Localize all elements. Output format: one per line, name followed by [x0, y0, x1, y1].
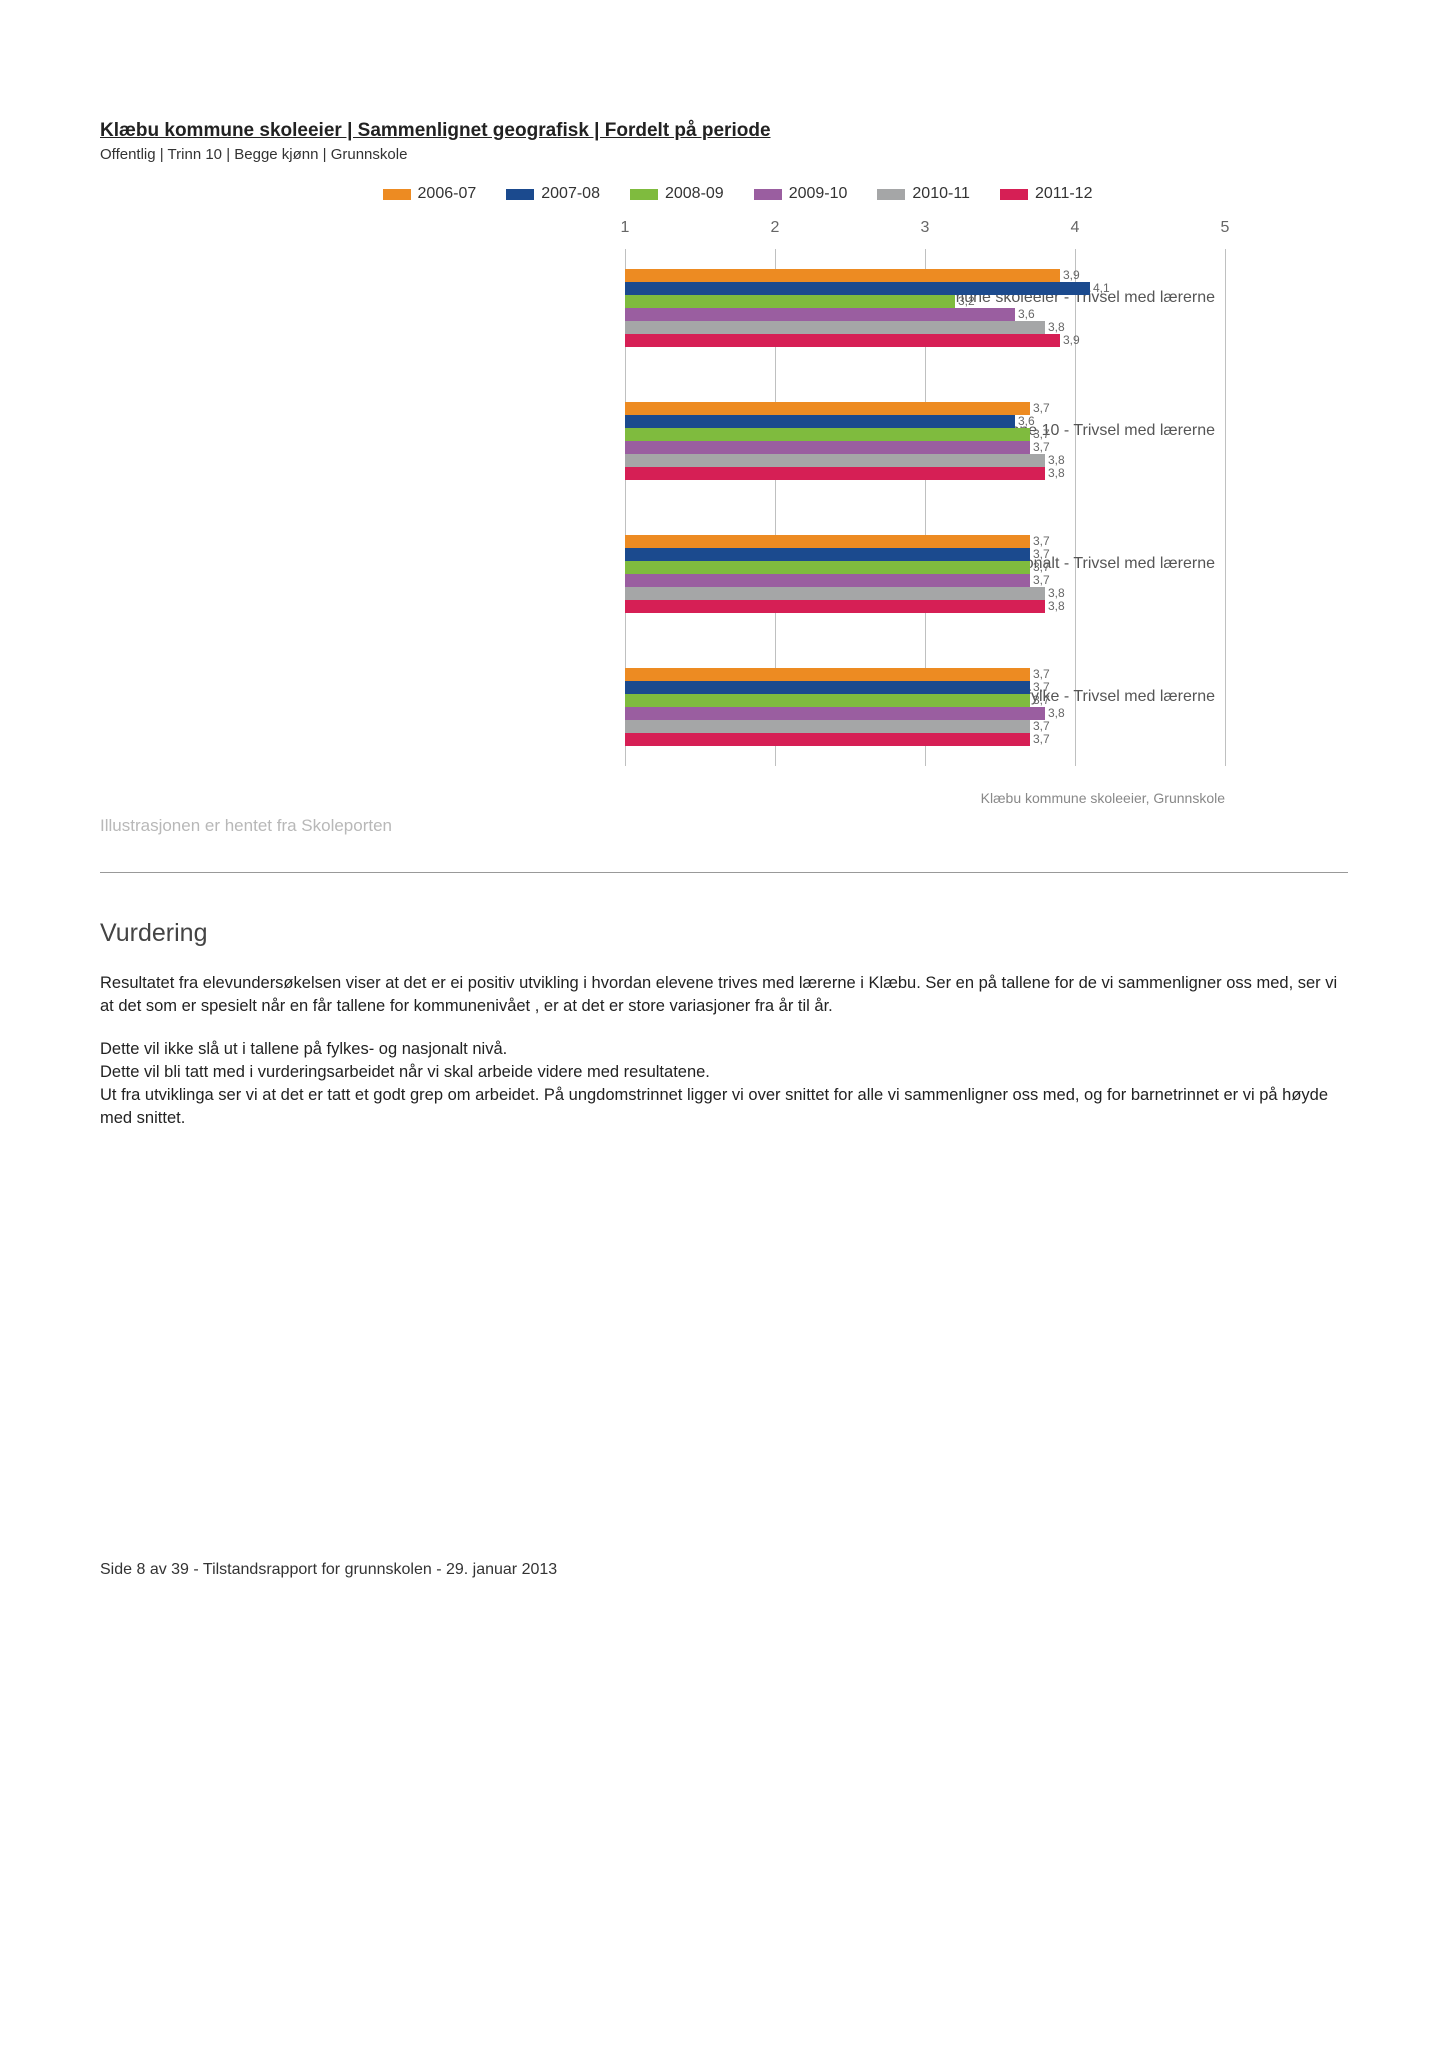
legend-item: 2007-08: [506, 185, 600, 203]
bar: [625, 282, 1090, 295]
bar-value: 3,7: [1033, 695, 1050, 706]
bar-value: 3,7: [1033, 562, 1050, 573]
legend-swatch: [630, 189, 658, 200]
bar: [625, 681, 1030, 694]
legend-item: 2011-12: [1000, 185, 1093, 203]
assessment-para-2: Dette vil ikke slå ut i tallene på fylke…: [100, 1038, 1348, 1130]
legend-item: 2009-10: [754, 185, 848, 203]
assessment-para-1: Resultatet fra elevundersøkelsen viser a…: [100, 972, 1348, 1018]
bar-value: 3,7: [1033, 403, 1050, 414]
bar: [625, 295, 955, 308]
bar-value: 3,7: [1033, 669, 1050, 680]
bar-value: 3,8: [1048, 322, 1065, 333]
x-axis: 12345: [625, 219, 1225, 249]
bar-value: 3,7: [1033, 536, 1050, 547]
bar: [625, 561, 1030, 574]
chart-source: Klæbu kommune skoleeier, Grunnskole: [250, 790, 1225, 806]
axis-tick: 5: [1221, 219, 1230, 237]
bar: [625, 334, 1060, 347]
bar-value: 4,1: [1093, 283, 1110, 294]
bar: [625, 707, 1045, 720]
bar: [625, 269, 1060, 282]
bar-value: 3,2: [958, 296, 975, 307]
bar: [625, 467, 1045, 480]
chart-container: 2006-07 2007-08 2008-09 2009-10 2010-11 2011-…: [250, 185, 1225, 806]
legend-label: 2007-08: [541, 185, 600, 203]
gridline: [1225, 249, 1226, 766]
bar-value: 3,8: [1048, 468, 1065, 479]
legend-label: 2008-09: [665, 185, 724, 203]
legend-swatch: [1000, 189, 1028, 200]
assessment-heading: Vurdering: [100, 919, 1348, 948]
bar: [625, 402, 1030, 415]
legend-label: 2006-07: [418, 185, 477, 203]
bar: [625, 587, 1045, 600]
legend-swatch: [383, 189, 411, 200]
bar-value: 3,7: [1033, 549, 1050, 560]
divider: [100, 872, 1348, 873]
bar: [625, 574, 1030, 587]
bar-value: 3,6: [1018, 416, 1035, 427]
bar-value: 3,7: [1033, 575, 1050, 586]
axis-tick: 3: [921, 219, 930, 237]
bar: [625, 415, 1015, 428]
bar-value: 3,7: [1033, 429, 1050, 440]
bar: [625, 668, 1030, 681]
bar: [625, 308, 1015, 321]
illustration-note: Illustrasjonen er hentet fra Skoleporten: [100, 816, 1348, 836]
bar-value: 3,7: [1033, 721, 1050, 732]
legend-swatch: [754, 189, 782, 200]
bar-value: 3,8: [1048, 601, 1065, 612]
axis-tick: 4: [1071, 219, 1080, 237]
page-title: Klæbu kommune skoleeier | Sammenlignet g…: [100, 120, 1348, 142]
bar: [625, 321, 1045, 334]
legend-label: 2009-10: [789, 185, 848, 203]
legend-item: 2006-07: [383, 185, 477, 203]
bar-value: 3,7: [1033, 442, 1050, 453]
bar: [625, 441, 1030, 454]
bar: [625, 720, 1030, 733]
assessment-body: Resultatet fra elevundersøkelsen viser a…: [100, 972, 1348, 1131]
bar: [625, 548, 1030, 561]
bar-value: 3,9: [1063, 270, 1080, 281]
axis-tick: 2: [771, 219, 780, 237]
bar-value: 3,9: [1063, 335, 1080, 346]
page-footer: Side 8 av 39 - Tilstandsrapport for grun…: [100, 1561, 1348, 1579]
bar-value: 3,6: [1018, 309, 1035, 320]
bar-value: 3,8: [1048, 588, 1065, 599]
page-subtitle: Offentlig | Trinn 10 | Begge kjønn | Gru…: [100, 146, 1348, 163]
bar: [625, 733, 1030, 746]
chart-plot: 12345 Klæbu kommune skoleeier - Trivsel …: [250, 219, 1225, 766]
bar: [625, 428, 1030, 441]
bar-value: 3,7: [1033, 682, 1050, 693]
bar: [625, 535, 1030, 548]
bar-value: 3,7: [1033, 734, 1050, 745]
bar-value: 3,8: [1048, 708, 1065, 719]
bar: [625, 600, 1045, 613]
legend-label: 2011-12: [1035, 185, 1093, 203]
legend-swatch: [877, 189, 905, 200]
legend-swatch: [506, 189, 534, 200]
legend-item: 2010-11: [877, 185, 970, 203]
chart-legend: 2006-07 2007-08 2008-09 2009-10 2010-11 2011-…: [250, 185, 1225, 203]
axis-tick: 1: [621, 219, 630, 237]
legend-item: 2008-09: [630, 185, 724, 203]
bar: [625, 694, 1030, 707]
bar-value: 3,8: [1048, 455, 1065, 466]
legend-label: 2010-11: [912, 185, 970, 203]
bar: [625, 454, 1045, 467]
